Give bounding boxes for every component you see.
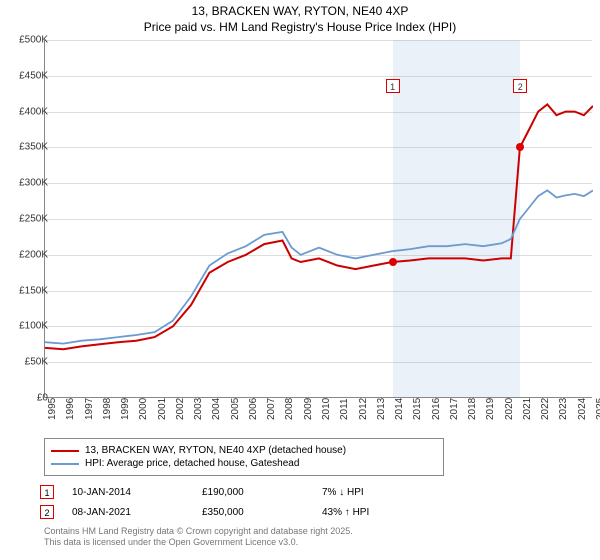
x-tick-label: 2015 [412,398,423,420]
x-tick-label: 1995 [47,398,58,420]
y-tick-label: £300K [4,178,48,189]
marker-badge: 1 [40,485,54,499]
x-tick-label: 2022 [540,398,551,420]
chart-svg [45,40,593,398]
x-tick-label: 1998 [102,398,113,420]
x-tick-label: 2005 [230,398,241,420]
x-tick-label: 2010 [321,398,332,420]
x-tick-label: 2007 [266,398,277,420]
x-tick-label: 2023 [558,398,569,420]
x-tick-label: 2019 [485,398,496,420]
marker-date: 08-JAN-2021 [72,507,202,518]
x-tick-label: 2003 [193,398,204,420]
x-tick-label: 2004 [211,398,222,420]
legend-item: 13, BRACKEN WAY, RYTON, NE40 4XP (detach… [51,445,437,456]
footer: Contains HM Land Registry data © Crown c… [44,526,353,549]
marker-price: £190,000 [202,487,322,498]
y-tick-label: £150K [4,285,48,296]
x-tick-label: 2000 [138,398,149,420]
marker-label-box: 2 [513,79,527,93]
series-line-hpi [45,190,593,343]
y-tick-label: £400K [4,106,48,117]
x-tick-label: 2012 [358,398,369,420]
marker-badge: 2 [40,505,54,519]
x-tick-label: 2020 [504,398,515,420]
marker-label-box: 1 [386,79,400,93]
legend-swatch [51,463,79,465]
x-tick-label: 1999 [120,398,131,420]
x-tick-label: 2024 [577,398,588,420]
x-tick-label: 2013 [376,398,387,420]
footer-line1: Contains HM Land Registry data © Crown c… [44,526,353,537]
series-line-price_paid [45,104,593,349]
x-tick-label: 2001 [157,398,168,420]
y-tick-label: £200K [4,249,48,260]
legend-item: HPI: Average price, detached house, Gate… [51,458,437,469]
title-line2: Price paid vs. HM Land Registry's House … [0,20,600,36]
legend-swatch [51,450,79,452]
x-tick-label: 2018 [467,398,478,420]
chart-container: 13, BRACKEN WAY, RYTON, NE40 4XP Price p… [0,0,600,560]
legend-label: 13, BRACKEN WAY, RYTON, NE40 4XP (detach… [85,445,346,456]
x-tick-label: 2011 [339,398,350,420]
marker-dot [516,143,524,151]
y-tick-label: £350K [4,142,48,153]
y-tick-label: £50K [4,357,48,368]
x-tick-label: 2016 [431,398,442,420]
marker-date: 10-JAN-2014 [72,487,202,498]
chart-area: 12 [44,40,592,398]
marker-dot [389,258,397,266]
x-tick-label: 2006 [248,398,259,420]
y-tick-label: £100K [4,321,48,332]
x-tick-label: 2025 [595,398,600,420]
title-block: 13, BRACKEN WAY, RYTON, NE40 4XP Price p… [0,0,600,35]
marker-delta: 7% ↓ HPI [322,487,442,498]
marker-row: 1 10-JAN-2014 £190,000 7% ↓ HPI [40,482,442,502]
x-tick-label: 1997 [84,398,95,420]
y-tick-label: £0 [4,393,48,404]
markers-table: 1 10-JAN-2014 £190,000 7% ↓ HPI 2 08-JAN… [40,482,442,522]
footer-line2: This data is licensed under the Open Gov… [44,537,353,548]
x-tick-label: 2017 [449,398,460,420]
legend: 13, BRACKEN WAY, RYTON, NE40 4XP (detach… [44,438,444,476]
marker-row: 2 08-JAN-2021 £350,000 43% ↑ HPI [40,502,442,522]
x-tick-label: 2021 [522,398,533,420]
x-tick-label: 2014 [394,398,405,420]
x-tick-label: 2009 [303,398,314,420]
title-line1: 13, BRACKEN WAY, RYTON, NE40 4XP [0,4,600,20]
x-tick-label: 2008 [284,398,295,420]
y-tick-label: £450K [4,70,48,81]
y-tick-label: £500K [4,35,48,46]
x-tick-label: 1996 [65,398,76,420]
marker-delta: 43% ↑ HPI [322,507,442,518]
y-tick-label: £250K [4,214,48,225]
x-tick-label: 2002 [175,398,186,420]
legend-label: HPI: Average price, detached house, Gate… [85,458,299,469]
marker-price: £350,000 [202,507,322,518]
